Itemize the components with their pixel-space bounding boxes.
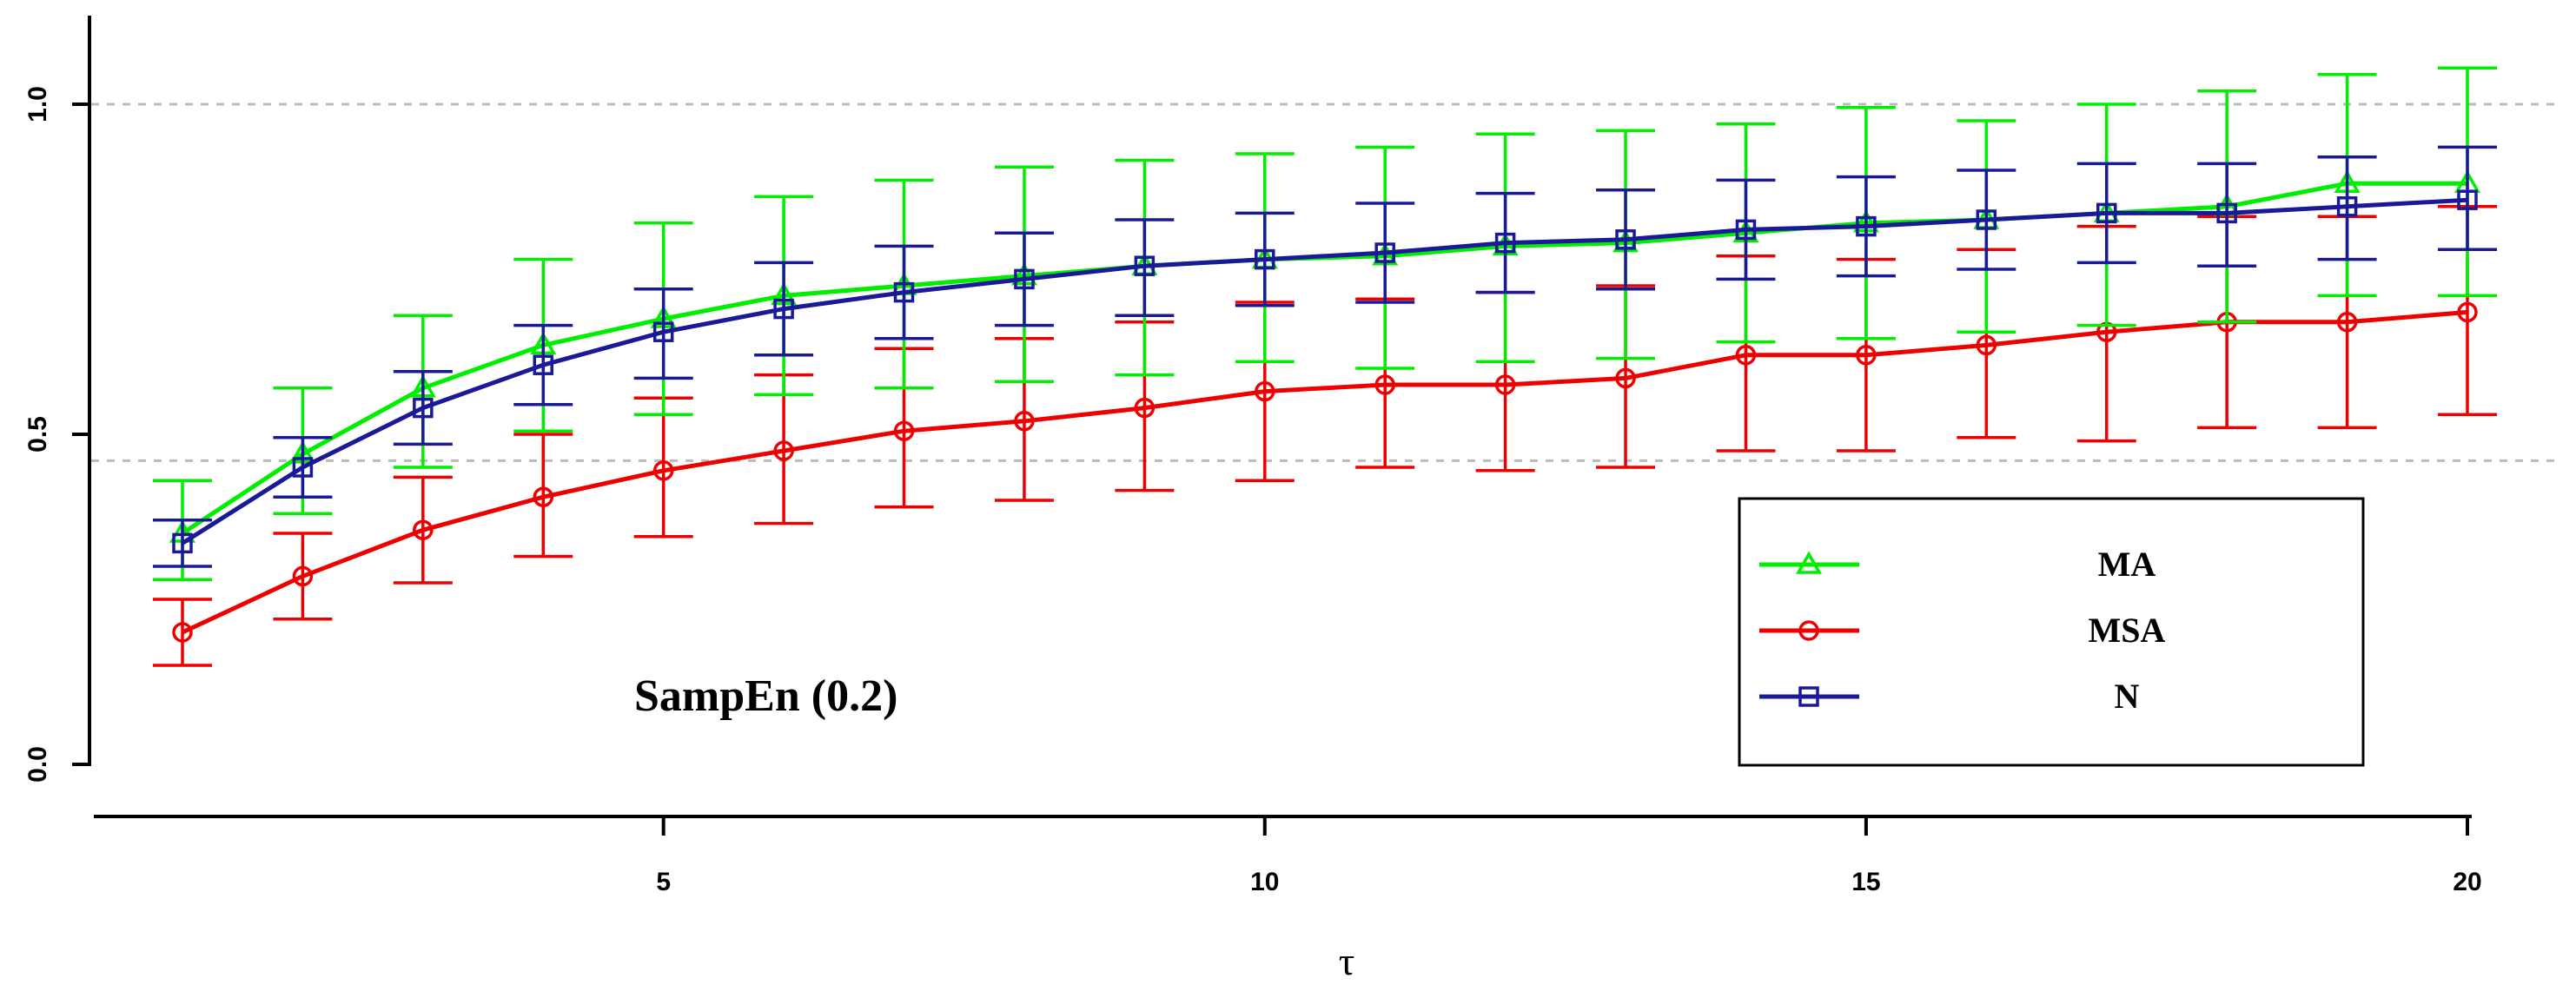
msa-point-7	[893, 420, 915, 441]
y-tick-label-0.0: 0.0	[23, 746, 52, 783]
msa-point-9	[1134, 397, 1156, 419]
n-line	[181, 197, 2468, 545]
legend-label-ma: MA	[2098, 545, 2156, 584]
x-tick-label-10: 10	[1250, 868, 1279, 896]
msa-point-13	[1615, 367, 1636, 389]
msa-point-6	[773, 440, 794, 461]
n-point-17	[2096, 202, 2117, 224]
axes: 0.0 0.5 1.0 5 10 15 20	[23, 16, 2482, 896]
msa-point-12	[1494, 374, 1516, 395]
x-axis-title: τ	[1339, 939, 1355, 983]
n-point-16	[1976, 209, 1997, 230]
x-tick-label-20: 20	[2453, 868, 2481, 896]
chart-annotation: SampEn (0.2)	[634, 671, 897, 721]
n-point-1	[172, 532, 193, 554]
msa-point-2	[292, 565, 314, 587]
legend: MA MSA N	[1738, 497, 2365, 767]
legend-item-ma: MA	[1759, 545, 2155, 584]
legend-marker-msa	[1798, 620, 1819, 641]
n-point-11	[1374, 242, 1395, 263]
n-point-2	[292, 457, 314, 478]
n-point-9	[1134, 255, 1156, 276]
n-point-18	[2216, 202, 2237, 224]
x-tick-label-15: 15	[1851, 868, 1880, 896]
msa-point-8	[1014, 411, 1035, 432]
msa-point-15	[1856, 345, 1877, 366]
n-point-4	[533, 354, 554, 375]
n-point-19	[2336, 196, 2358, 217]
msa-line	[181, 309, 2468, 635]
n-point-14	[1735, 219, 1757, 241]
series-layer	[153, 66, 2497, 667]
y-tick-label-1.0: 1.0	[23, 86, 52, 122]
msa-point-3	[413, 519, 434, 540]
legend-item-n: N	[1759, 677, 2140, 716]
n-errorbar-20	[2438, 145, 2497, 251]
y-tick-label-0.5: 0.5	[23, 416, 52, 453]
ma-line	[181, 181, 2467, 536]
n-point-7	[893, 281, 915, 303]
reference-lines	[91, 102, 2559, 462]
n-point-3	[413, 397, 434, 419]
n-point-15	[1856, 215, 1877, 237]
n-point-8	[1014, 268, 1035, 290]
n-point-5	[652, 321, 674, 342]
msa-point-10	[1255, 380, 1275, 402]
msa-point-5	[652, 460, 674, 481]
msa-point-14	[1735, 345, 1757, 366]
n-point-13	[1615, 229, 1636, 250]
series-msa	[153, 205, 2497, 667]
legend-marker-n	[1798, 686, 1819, 707]
series-n	[153, 145, 2497, 568]
msa-point-11	[1374, 374, 1395, 395]
msa-point-19	[2336, 312, 2358, 333]
n-point-6	[773, 298, 794, 320]
n-point-10	[1255, 248, 1275, 270]
legend-item-msa: MSA	[1759, 611, 2166, 650]
legend-label-msa: MSA	[2089, 611, 2166, 650]
legend-label-n: N	[2115, 677, 2140, 716]
msa-point-1	[172, 622, 193, 643]
x-tick-label-5: 5	[656, 868, 671, 896]
legend-marker-ma	[1795, 551, 1823, 574]
msa-point-16	[1976, 334, 1997, 356]
msa-point-4	[533, 486, 554, 507]
n-point-20	[2457, 189, 2478, 210]
msa-point-20	[2457, 301, 2478, 323]
n-point-12	[1494, 232, 1516, 254]
